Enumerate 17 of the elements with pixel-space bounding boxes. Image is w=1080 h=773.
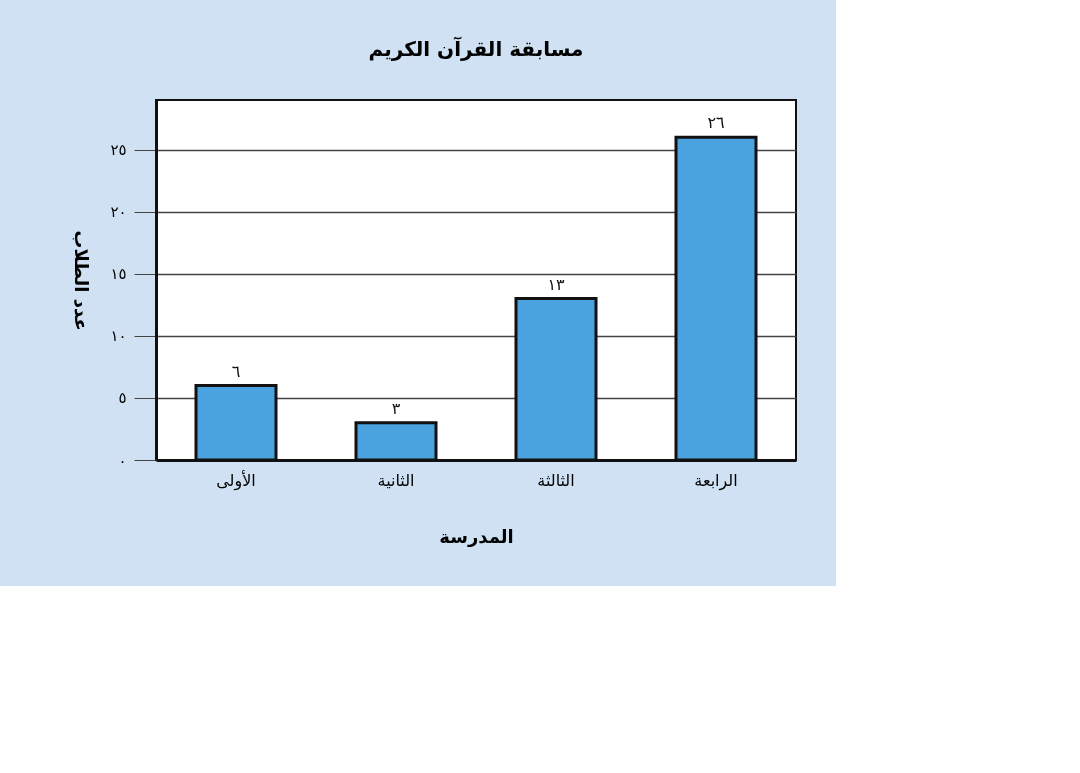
x-axis-title: المدرسة xyxy=(439,525,514,547)
data-label: ٦ xyxy=(231,361,241,381)
x-tick-label: الثانية xyxy=(377,470,415,490)
chart-title: مسابقة القرآن الكريم xyxy=(368,36,584,61)
x-tick-label: الأولى xyxy=(216,469,256,491)
y-tick-label: ١٥ xyxy=(110,265,127,284)
x-tick-label: الرابعة xyxy=(694,470,738,491)
y-tick-label: ٠ xyxy=(118,451,127,470)
data-label: ٣ xyxy=(391,398,401,418)
data-label: ٢٦ xyxy=(707,113,725,133)
x-tick-label: الثالثة xyxy=(537,470,575,490)
y-tick-label: ١٠ xyxy=(110,327,127,346)
data-label: ١٣ xyxy=(547,274,565,294)
y-axis-title: عدد الطلاب xyxy=(71,230,93,331)
y-tick-label: ٥ xyxy=(118,389,127,408)
y-tick-label: ٢٠ xyxy=(110,203,127,222)
y-tick-label: ٢٥ xyxy=(110,141,127,160)
